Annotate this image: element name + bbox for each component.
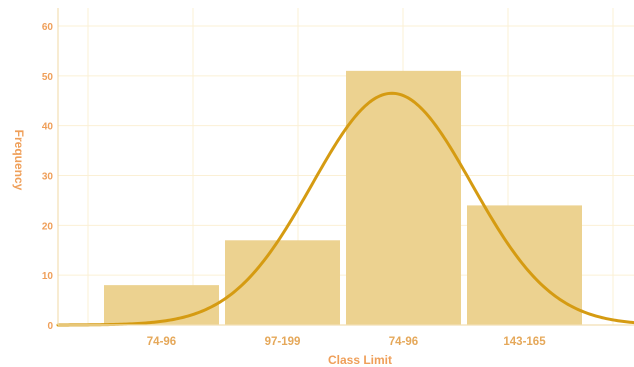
x-tick-label: 143-165	[503, 336, 546, 348]
y-tick-label: 30	[42, 172, 54, 183]
x-tick-label: 97-199	[265, 336, 301, 348]
bars	[104, 70, 582, 325]
y-axis-title: Frequency	[12, 130, 26, 191]
y-tick-label: 10	[42, 271, 54, 282]
y-tick-label: 40	[42, 122, 54, 133]
histogram-bar	[104, 285, 219, 325]
y-tick-labels: 0 10 20 30 40 50 60	[42, 22, 54, 332]
y-tick-label: 0	[47, 321, 53, 332]
histogram-bar	[346, 70, 461, 325]
y-tick-label: 50	[42, 72, 54, 83]
x-axis-title: Class Limit	[328, 353, 392, 367]
x-tick-label: 74-96	[147, 336, 176, 348]
y-tick-label: 60	[42, 22, 54, 33]
normal-curve-line	[56, 91, 634, 327]
x-tick-label: 74-96	[389, 336, 418, 348]
histogram-bar	[225, 240, 340, 325]
y-tick-label: 20	[42, 221, 54, 232]
x-tick-labels: 74-96 97-199 74-96 143-165	[147, 336, 546, 348]
